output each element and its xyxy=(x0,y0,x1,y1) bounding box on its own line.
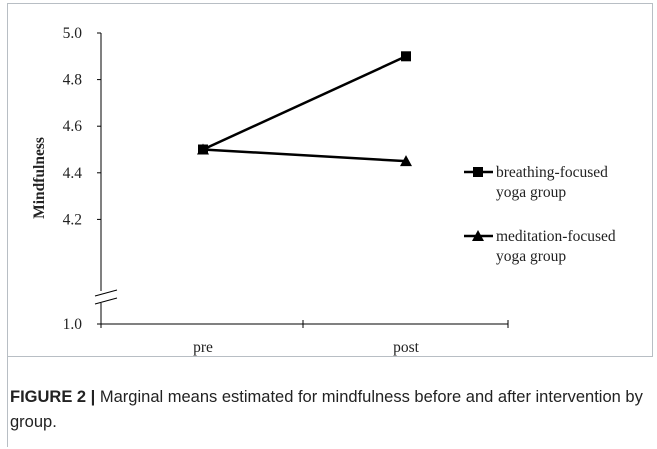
square-marker xyxy=(473,167,483,177)
caption-text: Marginal means estimated for mindfulness… xyxy=(10,388,643,431)
square-marker xyxy=(401,51,411,62)
series-line xyxy=(202,148,407,163)
legend-label: yoga group xyxy=(496,184,566,201)
triangle-marker xyxy=(472,230,484,241)
panel-left-border xyxy=(7,3,8,447)
caption-lead: FIGURE 2 | xyxy=(10,388,96,406)
triangle-marker xyxy=(400,155,412,167)
axis-break-mark xyxy=(94,289,118,297)
panel-top-border xyxy=(7,3,653,4)
x-tick-label: pre xyxy=(193,339,213,356)
y-tick-label: 4.6 xyxy=(63,118,83,135)
legend-label: meditation-focused xyxy=(496,228,616,245)
legend-label: yoga group xyxy=(496,248,566,265)
legend-label: breathing-focused xyxy=(496,164,608,181)
y-tick-label: 4.8 xyxy=(63,72,83,89)
panel-bottom-border xyxy=(7,356,653,357)
y-tick-label: 4.2 xyxy=(63,211,82,228)
axes: 5.0 4.8 4.6 4.4 4.2 1.0 Mindfulness pre post xyxy=(31,25,509,356)
figure-caption: FIGURE 2 | Marginal means estimated for … xyxy=(10,385,650,435)
x-tick-label: post xyxy=(393,339,420,356)
series-lines xyxy=(197,51,412,167)
y-tick-label: 1.0 xyxy=(63,316,83,333)
panel-right-border xyxy=(652,3,653,357)
axis-break-mark xyxy=(94,297,118,305)
y-tick-label: 5.0 xyxy=(63,25,83,42)
y-tick-label: 4.4 xyxy=(63,165,83,182)
y-axis-title: Mindfulness xyxy=(31,137,48,219)
series-line xyxy=(202,55,407,151)
triangle-marker xyxy=(197,143,209,155)
legend: breathing-focused yoga group meditation-fo… xyxy=(464,164,616,265)
